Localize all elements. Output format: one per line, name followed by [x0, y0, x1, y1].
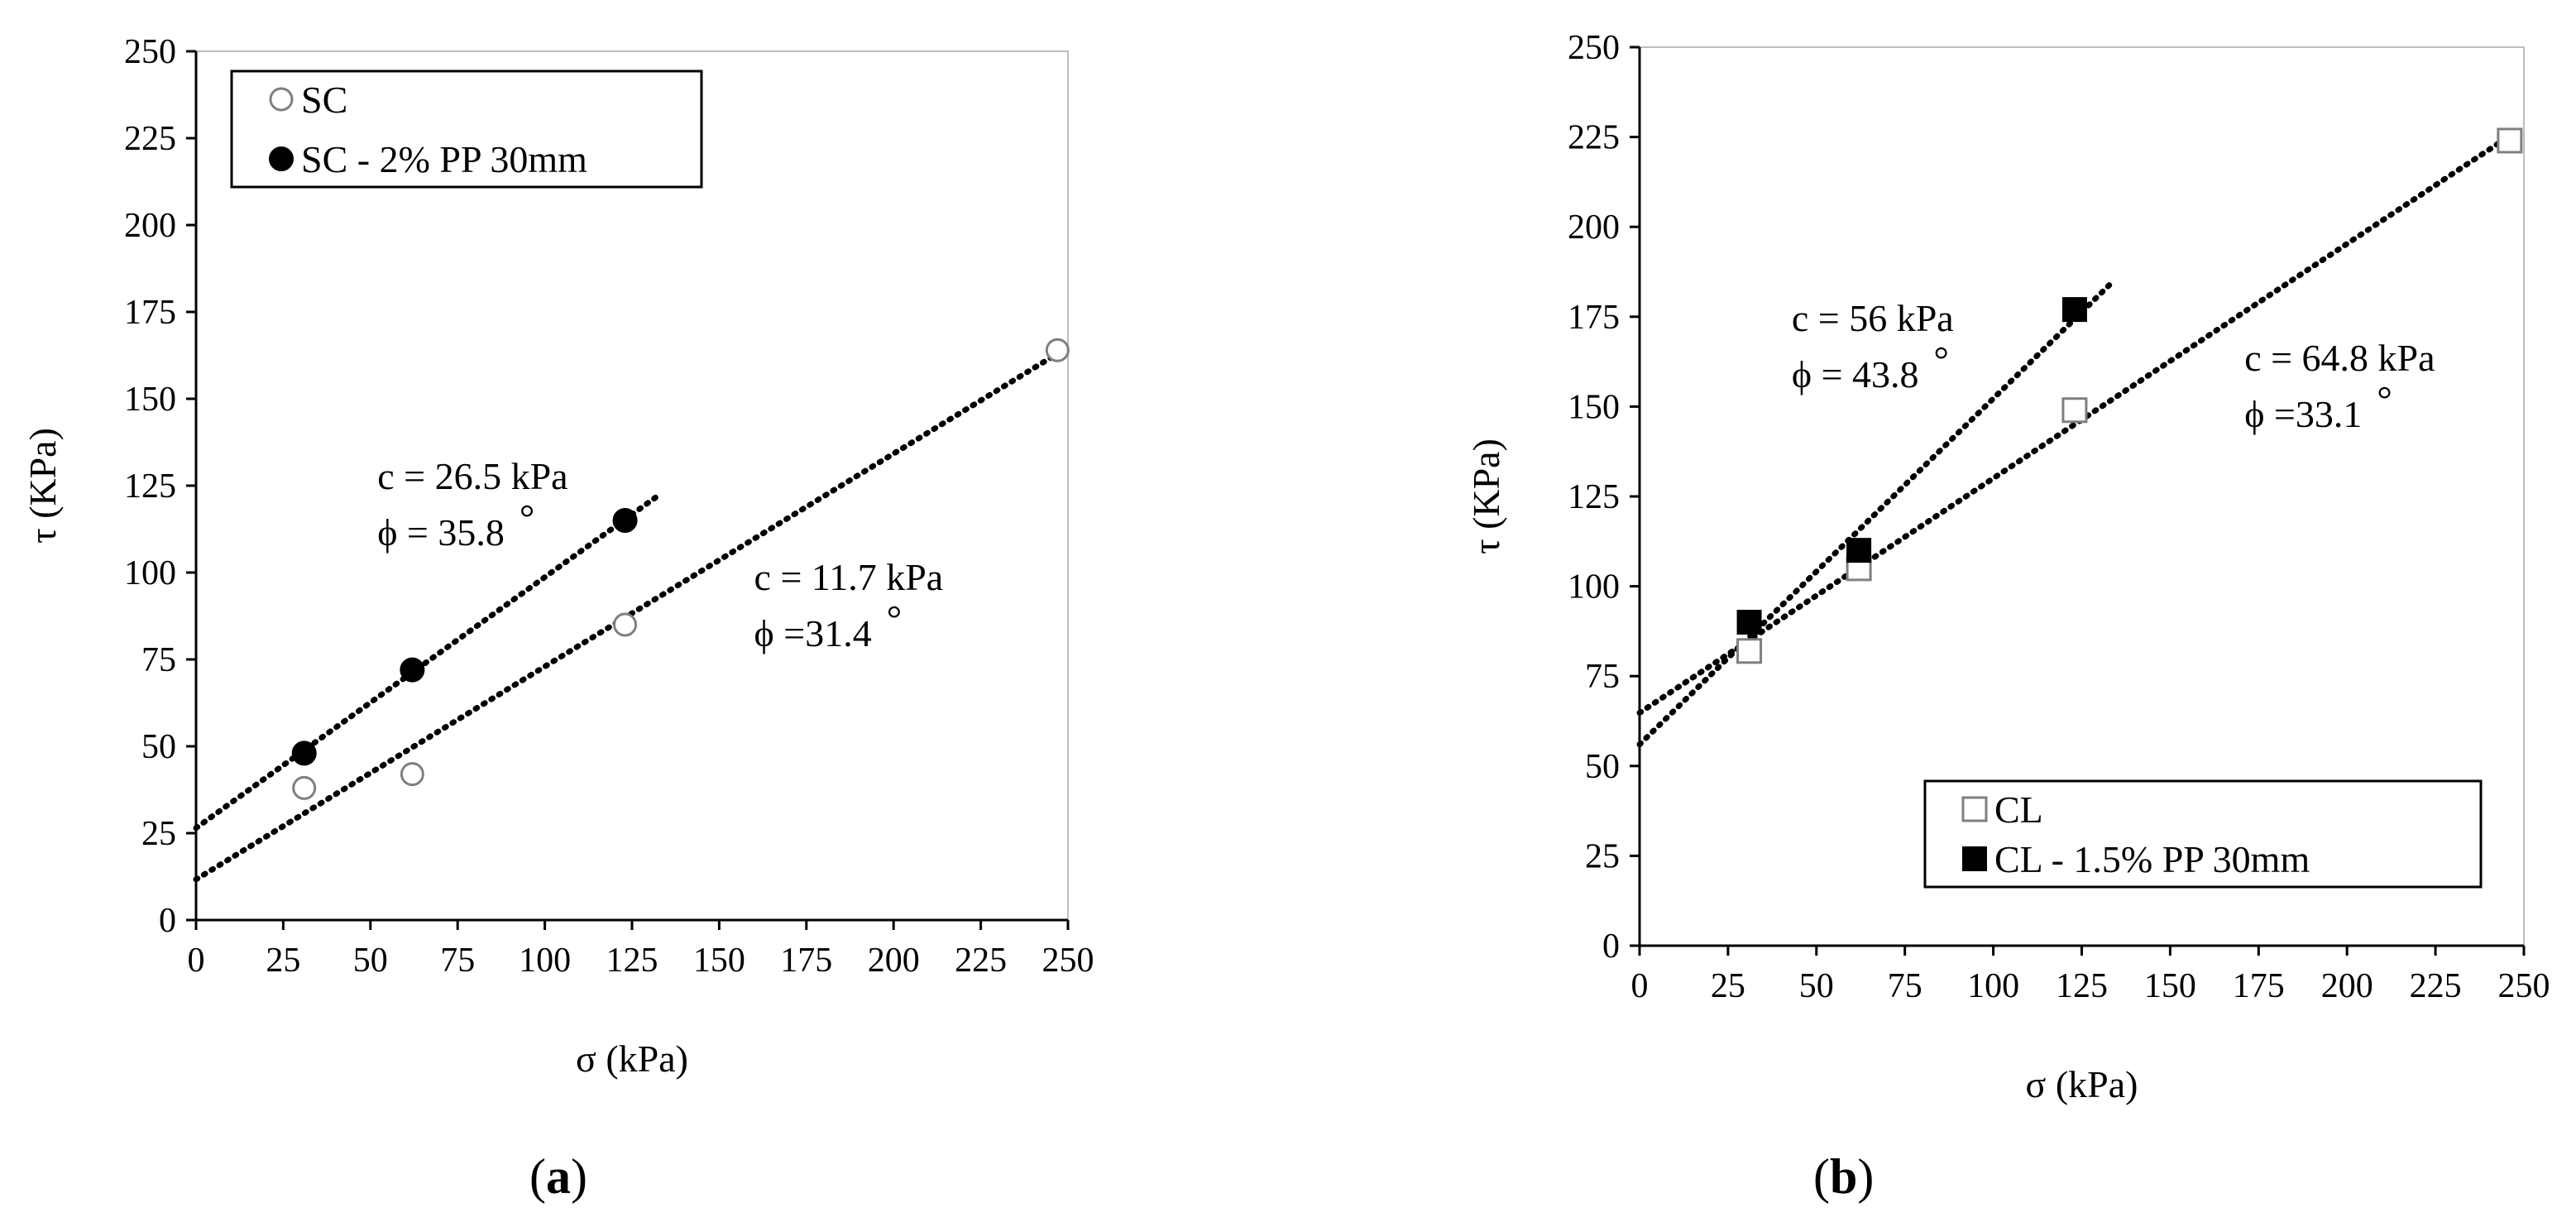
- y-tick-label: 50: [141, 728, 176, 766]
- x-tick-label: 250: [2498, 967, 2550, 1005]
- annotation-friction-angle: ϕ = 43.8: [1792, 353, 1919, 395]
- trendline-reinforced: [1636, 281, 2114, 748]
- x-tick-label: 50: [1799, 967, 1834, 1005]
- annotation-cohesion: c = 64.8 kPa: [2244, 337, 2435, 379]
- x-tick-label: 125: [606, 942, 658, 980]
- y-axis-label: τ (KPa): [1465, 439, 1507, 554]
- y-tick-label: 250: [124, 33, 176, 71]
- y-tick-label: 175: [1568, 299, 1620, 337]
- annotation-cohesion: c = 26.5 kPa: [377, 455, 567, 497]
- x-axis-label: σ (kPa): [2026, 1063, 2138, 1105]
- x-tick-label: 200: [2321, 967, 2373, 1005]
- y-tick-label: 100: [124, 554, 176, 592]
- data-point-square-filled: [2061, 297, 2087, 323]
- annotation-friction-angle: ϕ =31.4: [754, 612, 872, 654]
- y-tick-label: 175: [124, 294, 176, 332]
- annotation-degree-symbol: °: [2377, 378, 2392, 420]
- x-tick-label: 25: [266, 942, 300, 980]
- chart-panel-a: 0 25 50 75 100 125 150 175 200 225 250 0 25 50 75 100 12…: [22, 33, 1094, 1204]
- x-tick-label: 75: [440, 942, 475, 980]
- x-tick-label: 25: [1711, 967, 1745, 1005]
- trendline-plain: [1636, 132, 2513, 717]
- x-tick-label: 125: [2056, 967, 2108, 1005]
- y-tick-label: 250: [1568, 29, 1620, 67]
- y-tick-label: 75: [141, 641, 176, 679]
- y-tick-label: 125: [124, 467, 176, 506]
- legend-box: [230, 69, 703, 189]
- x-tick-label: 0: [188, 942, 205, 980]
- x-tick-label: 100: [1967, 967, 2019, 1005]
- legend-label: SC: [301, 79, 347, 121]
- annotation-friction-angle: ϕ =33.1: [2244, 393, 2362, 435]
- legend-marker: [1961, 796, 1988, 822]
- legend-label: CL - 1.5% PP 30mm: [1994, 838, 2310, 880]
- annotation-degree-symbol: °: [520, 496, 534, 539]
- x-tick-label: 0: [1631, 967, 1649, 1005]
- legend-label: CL: [1994, 788, 2043, 831]
- y-tick-label: 200: [1568, 208, 1620, 247]
- y-tick-label: 225: [124, 120, 176, 158]
- chart-a-caption: (a): [529, 1149, 587, 1204]
- data-point-square-filled: [1736, 610, 1762, 635]
- data-point-circle-filled: [612, 508, 638, 533]
- data-point-square-open: [1736, 638, 1763, 664]
- y-tick-label: 125: [1568, 478, 1620, 516]
- x-tick-label: 50: [353, 942, 388, 980]
- data-point-square-filled: [1846, 538, 1872, 563]
- legend-label: SC - 2% PP 30mm: [301, 138, 587, 180]
- y-tick-label: 0: [159, 902, 176, 940]
- chart-a-svg: 0 25 50 75 100 125 150 175 200 225 250 0 25 50 75 100 12…: [22, 33, 1094, 1080]
- legend-marker: [269, 87, 294, 112]
- y-axis-label: τ (KPa): [22, 428, 64, 544]
- legend-marker: [1962, 846, 1987, 871]
- y-tick-label: 150: [1568, 388, 1620, 426]
- annotation-degree-symbol: °: [887, 597, 902, 640]
- data-point-square-open: [2061, 397, 2088, 424]
- x-tick-label: 200: [868, 942, 920, 980]
- annotation-friction-angle: ϕ = 35.8: [377, 511, 505, 554]
- data-point-circle-open: [400, 762, 424, 787]
- data-point-circle-filled: [291, 741, 317, 766]
- y-tick-label: 0: [1602, 927, 1620, 966]
- y-tick-label: 25: [1585, 837, 1620, 875]
- annotation-cohesion: c = 56 kPa: [1792, 297, 1954, 339]
- x-tick-label: 100: [519, 942, 571, 980]
- legend-box: [1923, 779, 2483, 889]
- x-tick-label: 150: [2144, 967, 2196, 1005]
- chart-b-svg: 0 25 50 75 100 125 150 175 200 225 250 0 25 50 75 100 12…: [1465, 29, 2550, 1105]
- x-tick-label: 150: [693, 942, 745, 980]
- chart-b-caption: (b): [1813, 1149, 1875, 1204]
- x-tick-label: 75: [1888, 967, 1922, 1005]
- y-tick-label: 200: [124, 207, 176, 245]
- x-tick-label: 175: [2233, 967, 2285, 1005]
- data-point-circle-filled: [400, 657, 425, 683]
- x-tick-label: 175: [780, 942, 832, 980]
- chart-panel-b: 0 25 50 75 100 125 150 175 200 225 250 0 25 50 75 100 12…: [1288, 0, 2576, 1227]
- y-tick-label: 75: [1585, 658, 1620, 696]
- x-tick-label: 225: [2410, 967, 2462, 1005]
- x-tick-label: 250: [1042, 942, 1094, 980]
- y-tick-label: 100: [1568, 568, 1620, 606]
- annotation-degree-symbol: °: [1934, 338, 1949, 381]
- y-tick-label: 25: [141, 815, 176, 853]
- y-tick-label: 150: [124, 381, 176, 419]
- data-point-square-open: [2497, 127, 2523, 154]
- annotation-cohesion: c = 11.7 kPa: [754, 556, 944, 598]
- x-tick-label: 225: [955, 942, 1007, 980]
- data-point-circle-open: [613, 612, 638, 637]
- legend-marker: [269, 146, 294, 171]
- data-point-circle-open: [1045, 338, 1070, 362]
- trendline-reinforced: [193, 491, 663, 832]
- y-tick-label: 50: [1585, 748, 1620, 786]
- data-point-circle-open: [292, 775, 317, 800]
- y-tick-label: 225: [1568, 119, 1620, 157]
- x-axis-label: σ (kPa): [576, 1038, 688, 1080]
